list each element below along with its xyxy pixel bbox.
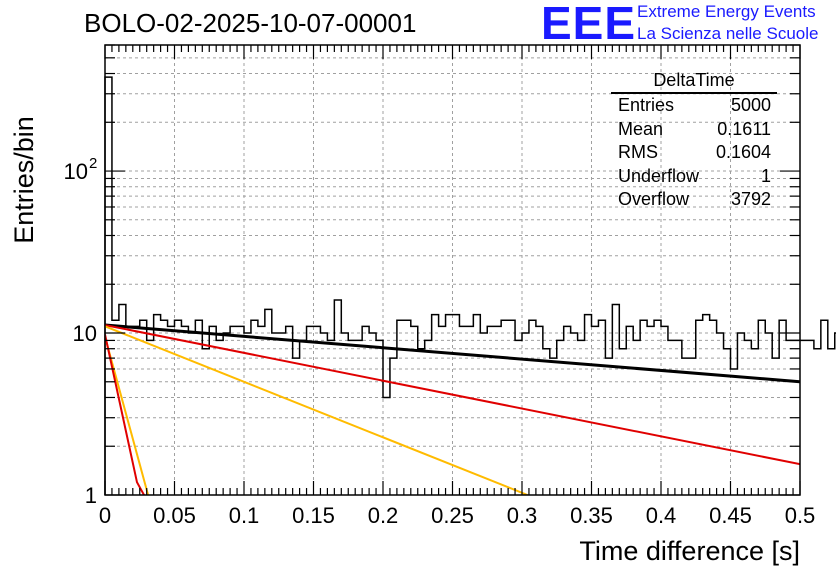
stat-label: Mean: [618, 118, 664, 139]
x-tick-label: 0.15: [292, 503, 335, 528]
x-tick-label: 0.25: [431, 503, 474, 528]
x-tick-label: 0.05: [153, 503, 196, 528]
x-tick-label: 0.2: [368, 503, 399, 528]
x-axis-label: Time difference [s]: [579, 536, 800, 566]
axis-ticks: [104, 44, 801, 496]
histogram: [104, 76, 836, 495]
stat-value: 3792: [730, 189, 771, 209]
stat-label: Entries: [618, 95, 675, 115]
histogram-steps: [104, 76, 836, 495]
fit-line: [105, 324, 800, 466]
stat-value: 1: [760, 165, 771, 186]
x-tick-label: 0.3: [507, 503, 538, 528]
y-tick-label: 1: [85, 483, 97, 508]
stat-value: 5000: [730, 95, 771, 115]
x-tick-label: 0.4: [646, 503, 677, 528]
stat-label: Underflow: [618, 165, 700, 186]
eee-logo: EEE: [541, 0, 637, 49]
x-tick-label: 0.5: [785, 503, 816, 528]
x-tick-labels: 0 0.05 0.1 0.15 0.2 0.25 0.3 0.35 0.4 0.45 0.5: [99, 503, 815, 528]
y-tick-exponent: 2: [89, 155, 97, 172]
x-tick-label: 0.1: [229, 503, 260, 528]
stat-value: 0.1611: [717, 118, 771, 139]
fit-curves: [105, 323, 800, 495]
stats-title: DeltaTime: [611, 70, 777, 94]
y-axis-label: Entries/bin: [9, 116, 39, 244]
fit-line: [105, 334, 146, 495]
stats-row-mean: Mean 0.1611: [611, 118, 777, 142]
fit-line: [105, 323, 800, 384]
eee-subtitle-2: La Scienza nelle Scuole: [637, 24, 819, 43]
x-tick-label: 0.35: [570, 503, 613, 528]
stats-box: DeltaTime Entries 5000 Mean 0.1611 RMS 0…: [611, 70, 777, 212]
stats-row-overflow: Overflow 3792: [611, 188, 777, 212]
stats-row-underflow: Underflow 1: [611, 165, 777, 189]
stats-row-entries: Entries 5000: [611, 94, 777, 118]
stats-row-rms: RMS 0.1604: [611, 141, 777, 165]
stat-label: Overflow: [618, 189, 690, 209]
y-tick-label: 10: [73, 321, 97, 346]
fit-line: [105, 325, 528, 495]
eee-subtitle-1: Extreme Energy Events: [637, 2, 816, 21]
x-tick-label: 0: [99, 503, 111, 528]
y-tick-label: 10: [64, 159, 88, 184]
stat-label: RMS: [618, 142, 658, 162]
stat-value: 0.1604: [715, 142, 771, 162]
x-tick-label: 0.45: [709, 503, 752, 528]
chart-title: BOLO-02-2025-10-07-00001: [84, 8, 417, 38]
